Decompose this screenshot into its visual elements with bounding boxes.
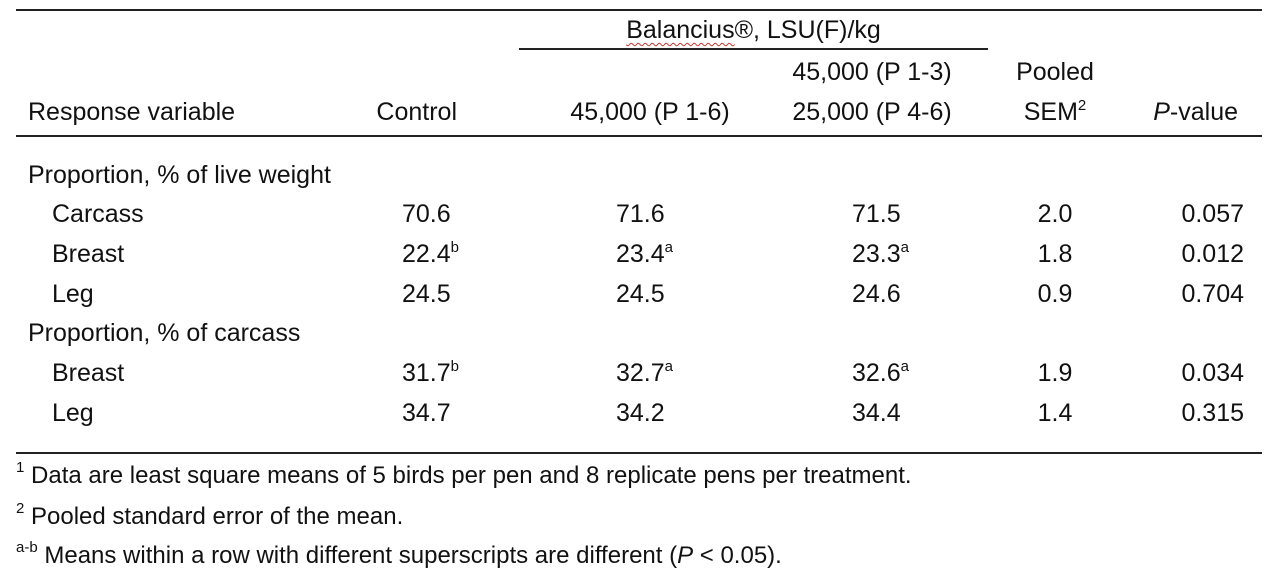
- header-rule: [16, 135, 1262, 137]
- p-value: 0.034: [1181, 359, 1244, 387]
- p-value: 0.704: [1181, 280, 1244, 308]
- p-value: 0.057: [1181, 200, 1244, 228]
- footnote-2: 2 Pooled standard error of the mean.: [16, 500, 404, 530]
- col-control-header: Control: [376, 98, 457, 126]
- group-rest: , LSU(F)/kg: [753, 16, 881, 44]
- t1-value: 23.4a: [616, 239, 674, 268]
- t2-value: 24.6: [852, 280, 901, 308]
- sem-value: 1.9: [1037, 359, 1073, 387]
- sem-label: SEM: [1023, 98, 1078, 126]
- row-label: Leg: [52, 280, 94, 308]
- sem-sup: 2: [1077, 97, 1087, 114]
- section-title-live-weight: Proportion, % of live weight: [28, 161, 331, 189]
- t1-value: 34.2: [616, 399, 665, 427]
- t2-value: 23.3a: [852, 239, 910, 268]
- control-value: 31.7b: [402, 358, 460, 387]
- p-value: 0.012: [1181, 240, 1244, 268]
- sem-value: 1.4: [1037, 399, 1073, 427]
- col-step-header-line2: 25,000 (P 4-6): [792, 98, 952, 126]
- group-reg: ®: [734, 16, 754, 44]
- t1-value: 71.6: [616, 200, 665, 228]
- t2-value: 34.4: [852, 399, 901, 427]
- col-response-header: Response variable: [28, 98, 236, 126]
- group-header: Balancius®, LSU(F)/kg: [519, 15, 988, 45]
- row-label: Carcass: [52, 200, 144, 228]
- t2-value: 71.5: [852, 200, 901, 228]
- col-p-header: P-value: [1110, 97, 1238, 127]
- row-label: Breast: [52, 240, 125, 268]
- group-underline: [519, 48, 988, 50]
- col-sem-header-line2: SEM2: [995, 97, 1115, 131]
- group-brand: Balancius: [626, 16, 735, 44]
- t2-value: 32.6a: [852, 358, 910, 387]
- t1-value: 32.7a: [616, 358, 674, 387]
- sem-value: 2.0: [1037, 200, 1073, 228]
- col-sem-header-line1: Pooled: [1016, 58, 1094, 86]
- sem-value: 1.8: [1037, 240, 1073, 268]
- control-value: 24.5: [402, 280, 451, 308]
- t1-value: 24.5: [616, 280, 665, 308]
- footnote-1: 1 Data are least square means of 5 birds…: [16, 459, 912, 489]
- row-label: Leg: [52, 399, 94, 427]
- control-value: 70.6: [402, 200, 451, 228]
- section-title-carcass: Proportion, % of carcass: [28, 319, 301, 347]
- control-value: 22.4b: [402, 239, 460, 268]
- col-45k-header: 45,000 (P 1-6): [570, 98, 730, 126]
- p-rest: -value: [1169, 98, 1238, 126]
- bottom-rule: [16, 452, 1262, 454]
- col-step-header-line1: 45,000 (P 1-3): [792, 58, 952, 86]
- sem-value: 0.9: [1037, 280, 1073, 308]
- control-value: 34.7: [402, 399, 451, 427]
- p-value: 0.315: [1181, 399, 1244, 427]
- row-label: Breast: [52, 359, 125, 387]
- footnote-3: a-b Means within a row with different su…: [16, 539, 782, 569]
- p-italic: P: [1153, 98, 1170, 126]
- top-rule: [16, 9, 1262, 11]
